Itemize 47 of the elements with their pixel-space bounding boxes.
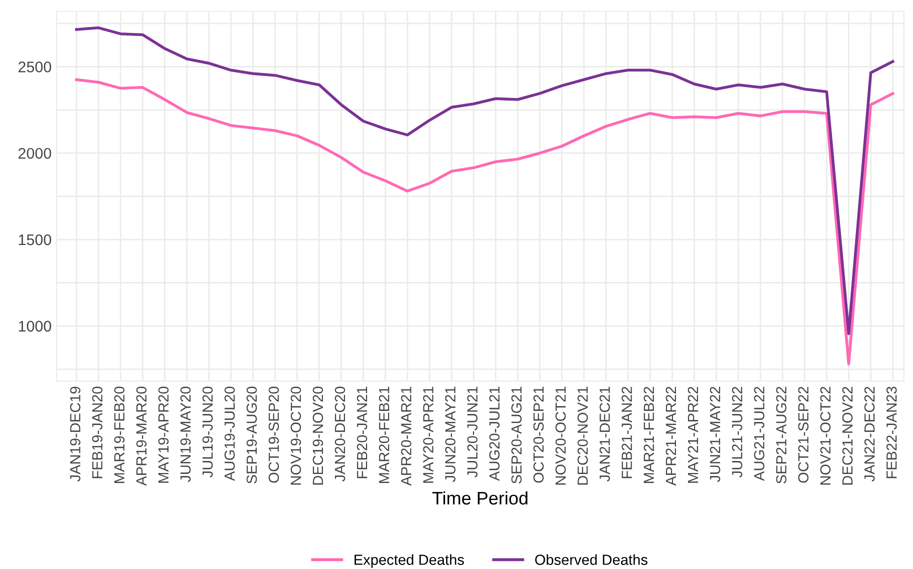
- x-tick-label: APR21-MAR22: [666, 386, 676, 486]
- y-tick-label: 2500: [18, 62, 52, 72]
- x-tick-label: APR20-MAR21: [401, 386, 412, 486]
- x-tick-label: DEC21-NOV22: [842, 386, 853, 485]
- x-tick-label: MAY20-APR21: [423, 386, 434, 483]
- x-tick-label: DEC20-NOV21: [578, 386, 588, 485]
- x-tick-label: NOV21-OCT22: [820, 386, 831, 485]
- line-series: [75, 26, 894, 336]
- x-tick-label: FEB20-JAN21: [356, 386, 368, 478]
- line-series: [75, 78, 894, 366]
- x-tick-label: AUG21-JUL22: [754, 386, 764, 481]
- legend-label: Observed Deaths: [535, 554, 648, 565]
- x-tick-label: JAN21-DEC21: [600, 386, 610, 482]
- x-tick-label: JUL20-JUN21: [467, 386, 478, 478]
- x-tick-label: FEB19-JAN20: [92, 386, 102, 478]
- x-tick-label: JUN20-MAY21: [445, 386, 456, 482]
- x-tick-label: AUG19-JUL20: [224, 386, 235, 481]
- x-tick-label: OCT20-SEP21: [533, 386, 544, 483]
- x-tick-label: OCT21-SEP22: [798, 386, 808, 483]
- x-tick-label: NOV19-OCT20: [290, 386, 302, 485]
- x-tick-label: OCT19-SEP20: [268, 386, 279, 483]
- x-tick-label: NOV20-OCT21: [555, 386, 566, 485]
- legend-label: Expected Deaths: [354, 554, 464, 568]
- x-tick-label: JAN20-DEC20: [334, 386, 346, 482]
- x-tick-label: DEC19-NOV20: [312, 386, 324, 485]
- x-tick-label: MAR19-FEB20: [114, 386, 125, 483]
- x-tick-label: MAR20-FEB21: [378, 386, 390, 483]
- x-axis-title: Time Period: [432, 491, 528, 505]
- x-tick-label: JAN22-DEC22: [864, 386, 875, 482]
- x-tick-label: MAR21-FEB22: [644, 386, 654, 483]
- x-tick-label: JUN21-MAY22: [710, 386, 720, 482]
- x-tick-label: FEB22-JAN23: [886, 386, 897, 478]
- x-tick-label: MAY19-APR20: [158, 386, 169, 483]
- x-tick-label: AUG20-JUL21: [489, 386, 500, 481]
- y-tick-label: 1500: [18, 234, 52, 246]
- x-tick-label: APR19-MAR20: [136, 386, 147, 486]
- y-tick-label: 2000: [18, 148, 52, 159]
- x-tick-label: SEP21-AUG22: [776, 386, 786, 484]
- x-tick-label: MAY21-APR22: [688, 386, 698, 483]
- x-tick-label: FEB21-JAN22: [622, 386, 632, 478]
- x-tick-label: SEP20-AUG21: [511, 386, 522, 484]
- x-tick-label: JAN19-DEC19: [70, 386, 80, 482]
- x-tick-label: JUL21-JUN22: [732, 386, 742, 478]
- y-tick-label: 1000: [18, 320, 52, 332]
- x-tick-label: SEP19-AUG20: [246, 386, 257, 484]
- x-tick-label: JUL19-JUN20: [202, 386, 213, 478]
- x-tick-label: JUN19-MAY20: [180, 386, 191, 482]
